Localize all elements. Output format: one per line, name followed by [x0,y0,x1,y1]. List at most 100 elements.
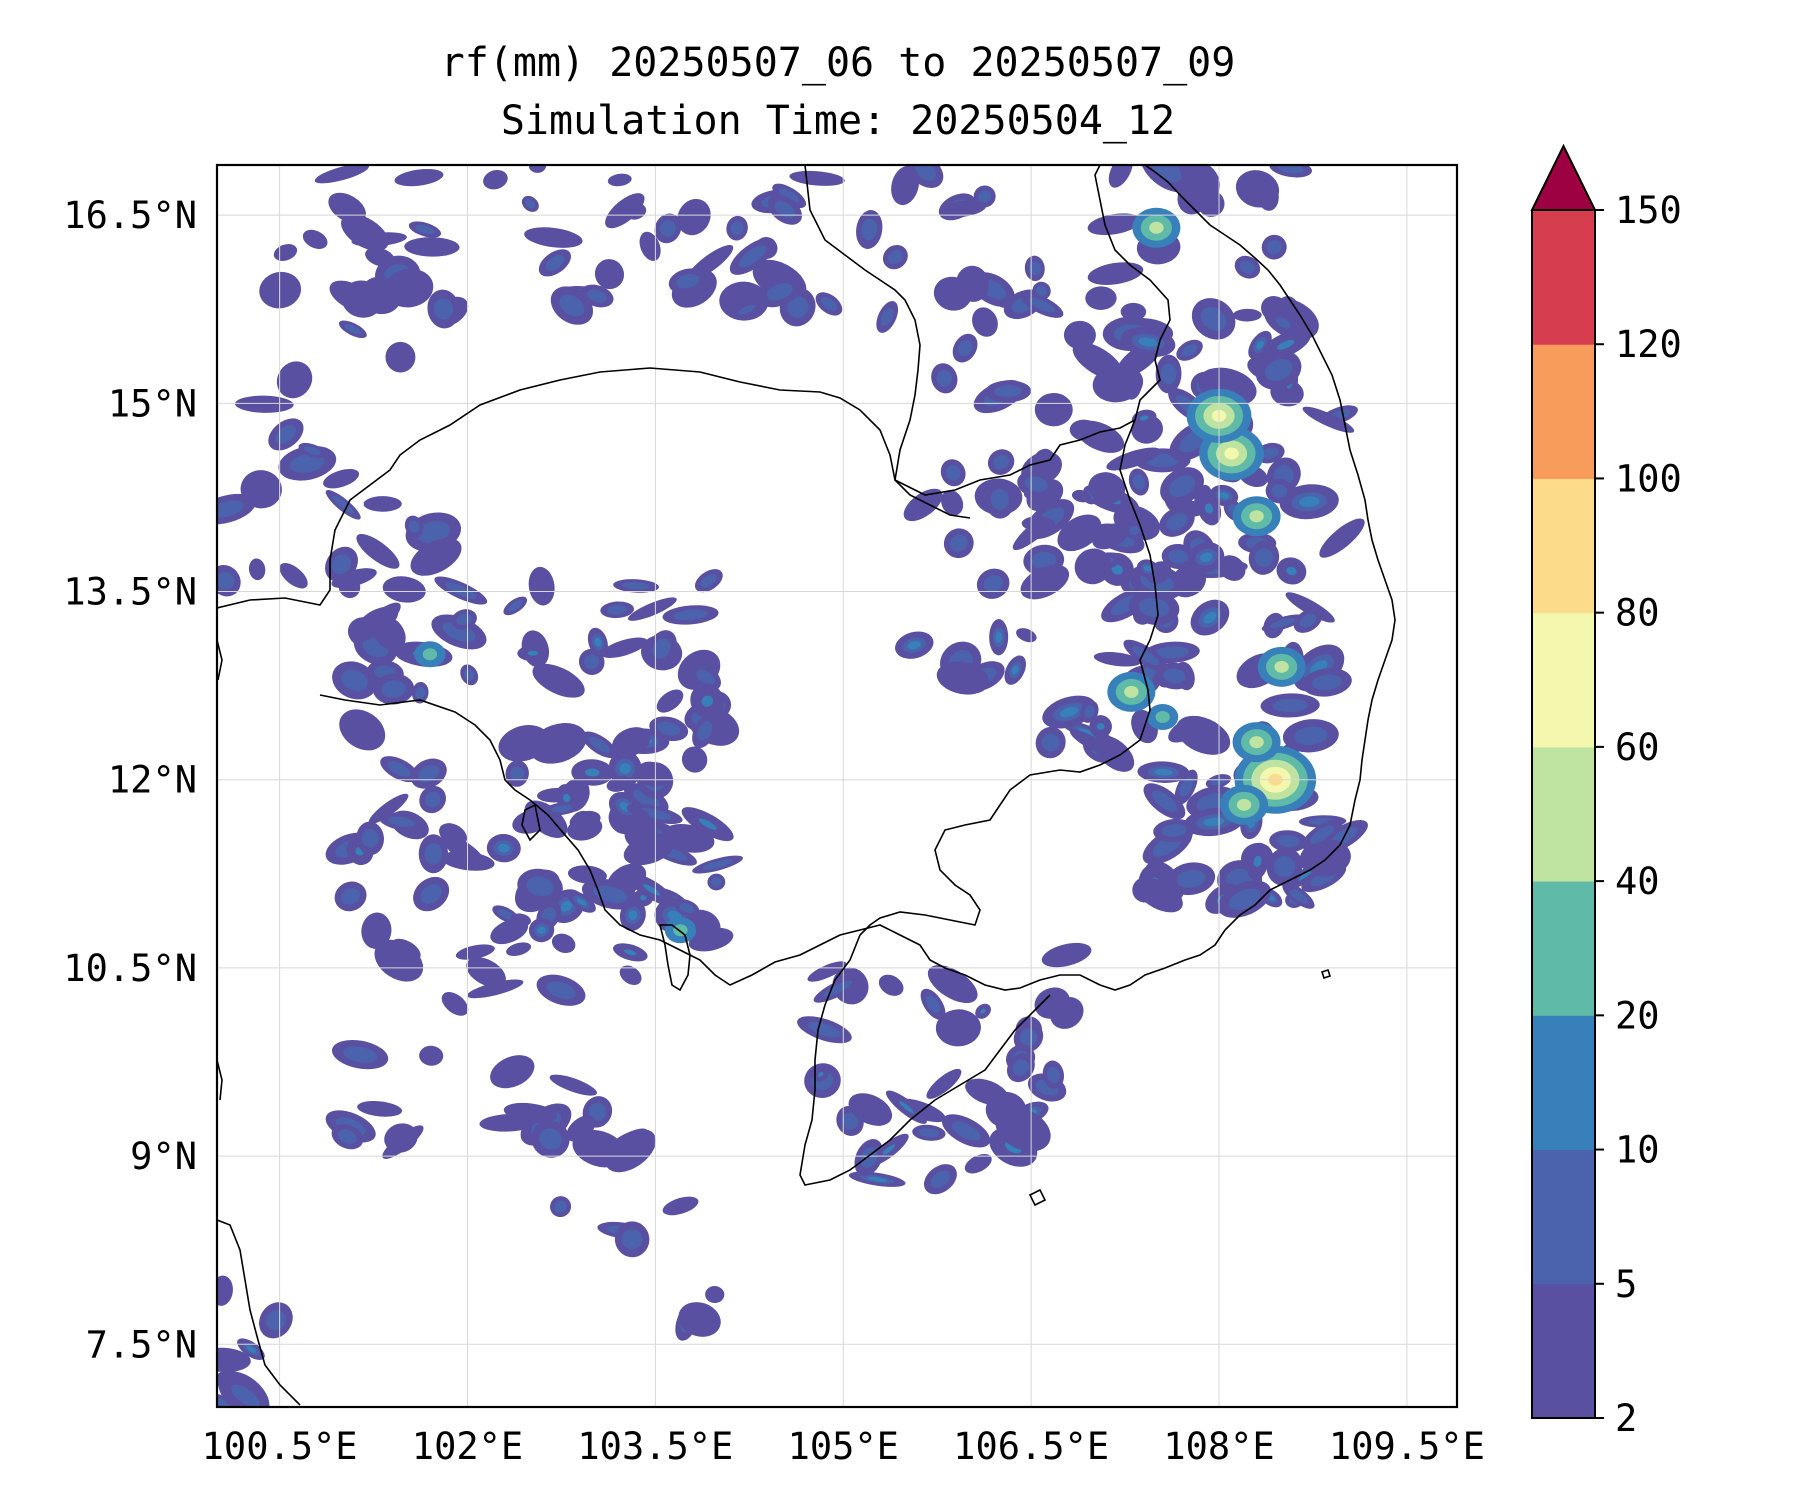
rain-cell-inner [415,224,435,235]
rain-cell [217,1275,233,1306]
y-tick-label-4: 10.5°N [63,947,197,990]
island-small-1 [1028,1188,1047,1207]
rain-cell [662,1196,699,1216]
rain-cell [503,1102,558,1123]
rain-cell-inner [1181,344,1198,357]
rain-cell-core [907,640,921,650]
rain-cell [1021,516,1056,532]
rain-cell [1232,308,1262,322]
rain-cell-inner [343,1046,377,1063]
rain-cell [612,727,651,757]
rain-cell-inner [420,884,442,905]
rain-cell-inner [936,369,953,387]
rain-cell-inner [275,425,297,444]
rain-cell-inner [559,294,585,317]
rain-cell-inner [408,520,420,533]
colorbar-segment-4 [1532,746,1595,882]
rain-cell-inner [1309,825,1334,844]
rain-cell [302,229,328,249]
rain-cell [235,395,294,413]
rain-cell-inner [1239,260,1255,274]
rain-cell-inner [217,571,235,590]
rain-cell-inner [607,605,628,615]
rain-zone-gulf-south [531,1115,699,1258]
rain-cell-inner [1041,733,1060,752]
rain-cell-inner [808,1022,841,1038]
rain-cell-inner [1288,888,1309,904]
rain-cell-inner [1275,317,1291,329]
rain-cell [532,663,585,698]
rain-cell [323,468,360,489]
rain-cell-inner [914,165,936,181]
rain-cell-inner [341,888,361,905]
rain-cell-inner [779,188,800,203]
rain-cell-inner [266,1310,286,1331]
rain-cell-core [867,1176,888,1182]
rain-cell [524,227,583,248]
rain-cell-core [1298,496,1320,507]
rain-cell [329,280,375,313]
rain-cell-inner [994,385,1022,398]
rain-cell-inner [1155,646,1189,659]
rain-cell-core [1154,768,1173,776]
rain-cell [656,689,684,713]
rain-cell-inner [497,909,514,920]
rain-cell [1088,472,1126,504]
rain-cell-inner [1179,777,1193,797]
rain-cell-core [1203,611,1217,624]
rain-cell-inner [1266,240,1282,255]
rain-cell-inner [1228,888,1261,910]
rain-cell-inner [1028,261,1041,276]
rain-cell [632,808,653,841]
x-tick-label-2: 103.5°E [577,1425,733,1468]
y-tick-label-2: 13.5°N [63,571,197,614]
rain-cell-inner [1150,165,1182,183]
colorbar-label-8: 120 [1615,323,1682,366]
rain-cell [628,597,677,621]
x-tick-label-0: 100.5°E [202,1425,358,1468]
rain-cell-inner [633,789,660,808]
rain-cell-inner [587,289,607,303]
rain-cell-inner [821,297,837,311]
rain-cell-core [624,949,637,956]
border-laos-cambodia [894,479,971,519]
rain-cell-inner [700,574,718,588]
rain-cell [382,1125,424,1159]
rain-cell-inner [730,221,744,235]
rain-cell-inner [1176,869,1206,888]
colorbar-segment-3 [1532,881,1595,1016]
hotspot-6-level-4 [1236,798,1252,811]
border-cambodia-vietnam [859,419,1159,936]
rain-cell [356,533,400,569]
rain-cell-inner [525,199,536,209]
colorbar-label-4: 40 [1615,860,1660,903]
rain-cell-inner [945,465,961,481]
rain-cell [965,1078,1009,1106]
rain-cell [528,566,555,606]
rain-cell-inner [660,220,676,237]
rain-cell [1168,716,1205,743]
rain-cell-inner [1019,1028,1037,1046]
rain-cell-inner [1138,598,1170,618]
rain-cell-inner [546,981,576,1000]
rain-cell-inner [676,274,700,289]
colorbar-label-6: 80 [1615,592,1660,635]
rain-cell [1050,996,1084,1029]
x-tick-label-1: 102°E [412,1425,523,1468]
rain-cell-inner [289,453,325,473]
rain-cell [1087,262,1144,286]
rain-cell [601,637,648,658]
rain-cell [551,933,576,954]
border-laos-vietnam [804,165,1171,496]
rain-cell [441,992,469,1016]
rain-cell [338,575,361,599]
rain-cell [681,746,708,773]
rain-cell-inner [545,254,565,271]
rain-cell-inner [993,454,1009,470]
rain-cell-inner [424,791,441,808]
y-tick-label-0: 16.5°N [63,194,197,237]
rain-cell-inner [622,582,650,590]
rain-cell-core [701,695,713,707]
rain-cell [1020,564,1070,600]
